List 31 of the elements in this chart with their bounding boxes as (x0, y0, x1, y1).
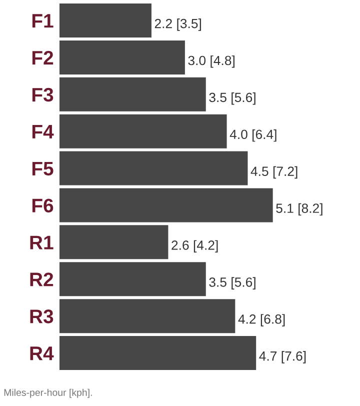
y-tick-label: R4 (30, 346, 54, 360)
y-tick-label: R1 (30, 236, 54, 250)
bar (59, 77, 206, 112)
data-label: 4.7 [7.6] (259, 351, 306, 364)
data-label: 5.1 [8.2] (276, 203, 322, 216)
data-label: 2.2 [3.5] (154, 18, 201, 31)
bar (59, 299, 236, 334)
data-label: 4.5 [7.2] (250, 166, 298, 179)
y-tick-label: F1 (32, 14, 54, 28)
y-tick-label: F2 (32, 50, 54, 64)
bar (59, 151, 248, 186)
y-tick-label: F5 (32, 162, 54, 176)
bar (59, 40, 185, 74)
bar (59, 4, 152, 38)
text: Miles-per-hour [kph]. (4, 388, 92, 398)
data-label: 2.6 [4.2] (172, 240, 218, 252)
y-tick-label: R3 (30, 310, 54, 324)
data-label: 3.5 [5.6] (209, 92, 256, 105)
bar (59, 262, 206, 296)
y-tick-label: F3 (32, 88, 54, 102)
y-tick-label: F4 (32, 125, 54, 138)
bar (59, 114, 227, 148)
bar (59, 336, 256, 370)
data-label: 4.0 [6.4] (230, 129, 276, 142)
y-tick-label: F6 (32, 198, 54, 212)
bar (59, 225, 168, 260)
data-label: 4.2 [6.8] (238, 314, 285, 326)
bar (59, 188, 273, 222)
y-tick-label: R2 (30, 272, 54, 286)
data-label: 3.5 [5.6] (209, 277, 256, 290)
data-label: 3.0 [4.8] (188, 55, 234, 68)
